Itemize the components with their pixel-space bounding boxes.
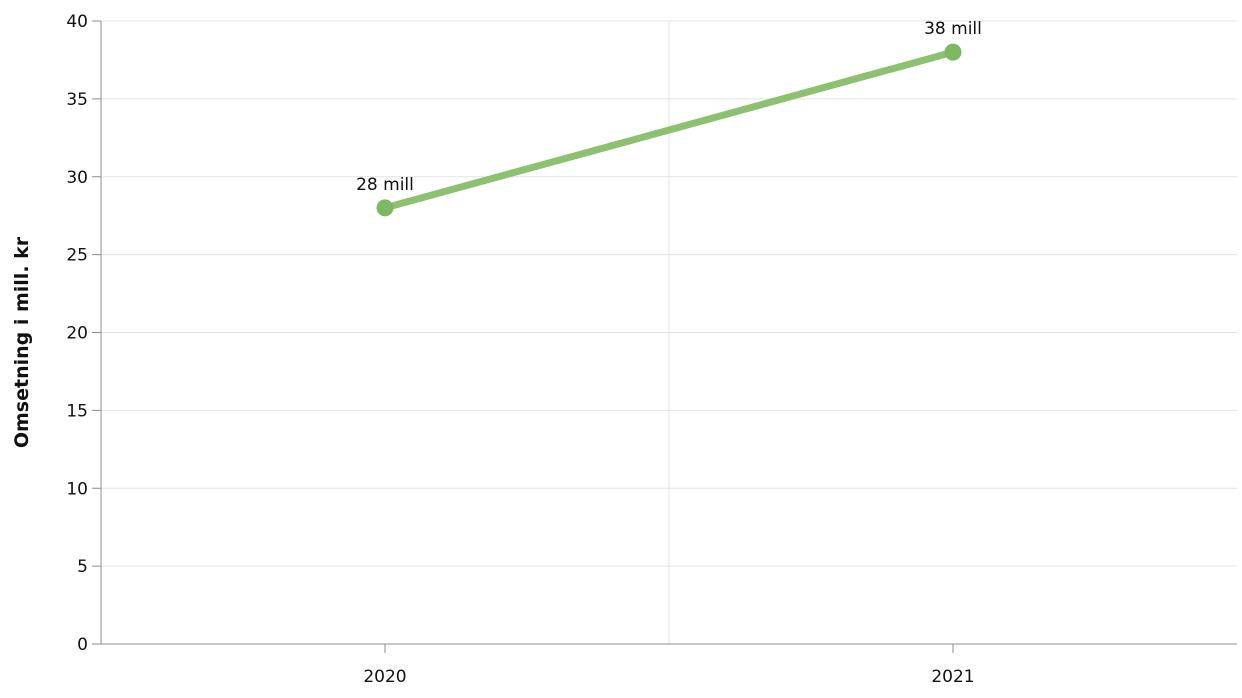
y-tick-label: 30 (66, 168, 88, 188)
y-tick-label: 5 (77, 557, 88, 577)
x-tick-label: 2020 (363, 667, 406, 687)
axes: 0 5 10 15 20 25 30 35 40 2020 2021 (66, 12, 1237, 687)
y-tick-label: 20 (66, 324, 88, 344)
series-line (381, 48, 957, 212)
y-tick-label: 10 (66, 479, 88, 499)
y-tick-label: 40 (66, 12, 88, 32)
y-axis-title: Omsetning i mill. kr (11, 236, 33, 448)
data-label: 28 mill (356, 175, 414, 195)
gridlines (101, 20, 1237, 644)
data-point (944, 43, 962, 61)
data-label: 38 mill (924, 19, 982, 39)
series (376, 43, 962, 217)
y-tick-label: 35 (66, 90, 88, 110)
x-tick-label: 2021 (931, 667, 974, 687)
data-point (376, 199, 394, 217)
data-labels: 28 mill 38 mill (356, 19, 982, 195)
y-tick-label: 0 (77, 635, 88, 655)
y-tick-label: 25 (66, 246, 88, 266)
y-tick-label: 15 (66, 401, 88, 421)
